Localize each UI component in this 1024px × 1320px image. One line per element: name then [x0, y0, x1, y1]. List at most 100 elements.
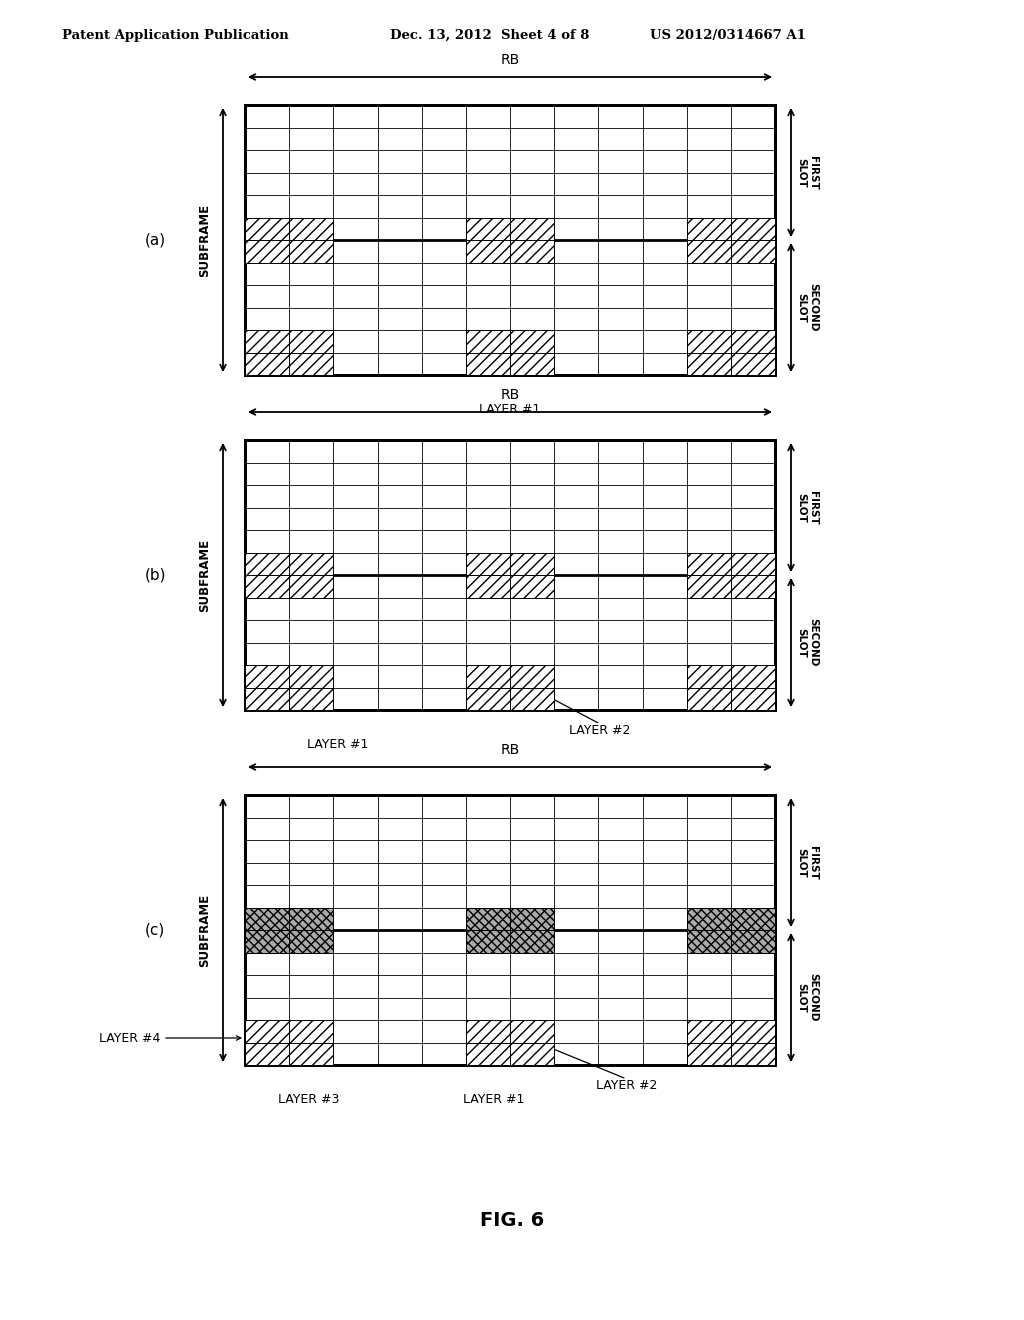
- Text: (c): (c): [144, 923, 165, 937]
- Bar: [466, 931, 510, 953]
- Bar: [466, 908, 510, 931]
- Bar: [687, 240, 731, 263]
- Bar: [245, 352, 289, 375]
- Bar: [510, 576, 554, 598]
- Bar: [687, 576, 731, 598]
- Bar: [289, 1020, 334, 1043]
- Bar: [466, 553, 510, 576]
- Bar: [289, 908, 334, 931]
- Bar: [687, 688, 731, 710]
- Bar: [466, 240, 510, 263]
- Text: SUBFRAME: SUBFRAME: [199, 894, 212, 966]
- Text: RB: RB: [501, 53, 519, 67]
- Bar: [731, 240, 775, 263]
- Text: SUBFRAME: SUBFRAME: [199, 203, 212, 277]
- Bar: [289, 688, 334, 710]
- Bar: [687, 1020, 731, 1043]
- Bar: [245, 240, 289, 263]
- Bar: [687, 553, 731, 576]
- Bar: [510, 908, 554, 931]
- Bar: [731, 1043, 775, 1065]
- Bar: [289, 240, 334, 263]
- Bar: [510, 931, 554, 953]
- Text: (b): (b): [144, 568, 166, 582]
- Bar: [731, 553, 775, 576]
- Bar: [731, 352, 775, 375]
- Text: RB: RB: [501, 388, 519, 403]
- Bar: [731, 576, 775, 598]
- Bar: [687, 330, 731, 352]
- Bar: [510, 553, 554, 576]
- Text: (a): (a): [144, 232, 166, 248]
- Text: SECOND
SLOT: SECOND SLOT: [797, 973, 818, 1022]
- Bar: [466, 1043, 510, 1065]
- Bar: [731, 908, 775, 931]
- Bar: [245, 795, 775, 1065]
- Bar: [466, 665, 510, 688]
- Text: LAYER #1: LAYER #1: [479, 403, 541, 416]
- Bar: [466, 352, 510, 375]
- Bar: [245, 106, 775, 375]
- Bar: [466, 1020, 510, 1043]
- Bar: [245, 665, 289, 688]
- Bar: [510, 1043, 554, 1065]
- Text: Patent Application Publication: Patent Application Publication: [62, 29, 289, 41]
- Bar: [731, 931, 775, 953]
- Bar: [245, 908, 289, 931]
- Bar: [687, 931, 731, 953]
- Bar: [731, 330, 775, 352]
- Bar: [510, 218, 554, 240]
- Bar: [289, 665, 334, 688]
- Bar: [510, 240, 554, 263]
- Bar: [289, 1043, 334, 1065]
- Bar: [466, 218, 510, 240]
- Bar: [687, 931, 731, 953]
- Bar: [731, 688, 775, 710]
- Bar: [466, 688, 510, 710]
- Bar: [289, 931, 334, 953]
- Bar: [245, 1043, 289, 1065]
- Bar: [510, 908, 554, 931]
- Bar: [510, 1020, 554, 1043]
- Bar: [731, 931, 775, 953]
- Text: Dec. 13, 2012  Sheet 4 of 8: Dec. 13, 2012 Sheet 4 of 8: [390, 29, 590, 41]
- Bar: [466, 908, 510, 931]
- Bar: [731, 665, 775, 688]
- Bar: [687, 908, 731, 931]
- Bar: [245, 1020, 289, 1043]
- Text: SECOND
SLOT: SECOND SLOT: [797, 618, 818, 667]
- Bar: [245, 931, 289, 953]
- Text: US 2012/0314667 A1: US 2012/0314667 A1: [650, 29, 806, 41]
- Bar: [289, 553, 334, 576]
- Bar: [289, 330, 334, 352]
- Bar: [687, 352, 731, 375]
- Bar: [289, 576, 334, 598]
- Text: LAYER #1: LAYER #1: [464, 1093, 524, 1106]
- Text: SECOND
SLOT: SECOND SLOT: [797, 284, 818, 331]
- Bar: [510, 352, 554, 375]
- Text: LAYER #2: LAYER #2: [596, 1078, 657, 1092]
- Bar: [731, 1020, 775, 1043]
- Bar: [687, 908, 731, 931]
- Text: FIG. 6: FIG. 6: [480, 1210, 544, 1229]
- Text: RB: RB: [501, 743, 519, 756]
- Bar: [731, 218, 775, 240]
- Bar: [289, 931, 334, 953]
- Text: FIRST
SLOT: FIRST SLOT: [797, 491, 818, 524]
- Bar: [466, 576, 510, 598]
- Bar: [687, 665, 731, 688]
- Bar: [687, 1043, 731, 1065]
- Bar: [289, 352, 334, 375]
- Bar: [245, 330, 289, 352]
- Bar: [245, 218, 289, 240]
- Bar: [245, 688, 289, 710]
- Bar: [510, 330, 554, 352]
- Bar: [245, 908, 289, 931]
- Bar: [510, 665, 554, 688]
- Text: FIRST
SLOT: FIRST SLOT: [797, 156, 818, 189]
- Bar: [245, 931, 289, 953]
- Text: LAYER #4: LAYER #4: [98, 1031, 160, 1044]
- Text: LAYER #3: LAYER #3: [278, 1093, 339, 1106]
- Bar: [245, 576, 289, 598]
- Text: LAYER #1: LAYER #1: [307, 738, 369, 751]
